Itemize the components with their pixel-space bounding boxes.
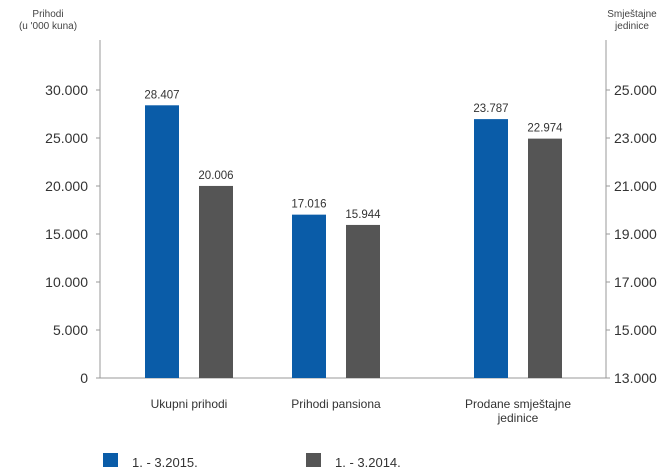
bar [292, 214, 326, 378]
legend-swatch [306, 453, 321, 467]
bars [145, 105, 562, 379]
legend-label: 1. - 3.2015. [132, 455, 198, 467]
right-tick-label: 15.000 [614, 322, 657, 338]
left-axis-title: (u '000 kuna) [19, 21, 77, 32]
axes: 0 5.000 10.000 15.000 20.000 25.000 30.000 13.0… [19, 9, 657, 386]
bar [199, 185, 233, 378]
data-label: 23.787 [473, 103, 508, 115]
left-tick-label: 0 [80, 370, 88, 386]
category-label: jedinice [497, 411, 539, 425]
left-tick-label: 5.000 [53, 322, 88, 338]
bar [528, 138, 562, 378]
left-tick-label: 25.000 [45, 130, 88, 146]
right-tick-label: 17.000 [614, 274, 657, 290]
legend-label: 1. - 3.2014. [335, 455, 401, 467]
data-label: 20.006 [198, 170, 233, 182]
category-label: Ukupni prihodi [151, 397, 228, 411]
bar [145, 105, 179, 379]
data-label: 17.016 [291, 199, 326, 211]
right-tick-label: 21.000 [614, 178, 657, 194]
right-axis-title: Smještajne [607, 9, 657, 20]
left-tick-label: 10.000 [45, 274, 88, 290]
right-tick-label: 19.000 [614, 226, 657, 242]
category-label: Prodane smještajne [465, 397, 571, 411]
right-tick-label: 23.000 [614, 130, 657, 146]
left-tick-label: 15.000 [45, 226, 88, 242]
legend-swatch [103, 453, 118, 467]
left-axis-title: Prihodi [32, 9, 63, 20]
left-tick-label: 30.000 [45, 82, 88, 98]
data-label: 15.944 [345, 209, 381, 221]
data-label: 22.974 [527, 123, 563, 135]
category-label: Prihodi pansiona [291, 397, 381, 411]
left-tick-label: 20.000 [45, 178, 88, 194]
right-tick-label: 13.000 [614, 370, 657, 386]
right-tick-label: 25.000 [614, 82, 657, 98]
legend: 1. - 3.2015. 1. - 3.2014. [103, 453, 401, 467]
right-axis-title: jedinice [614, 21, 649, 32]
bar [474, 119, 508, 378]
data-label: 28.407 [144, 89, 179, 101]
labels: 28.407 20.006 Ukupni prihodi 17.016 15.944 Pr… [144, 89, 571, 425]
bar [346, 224, 380, 378]
